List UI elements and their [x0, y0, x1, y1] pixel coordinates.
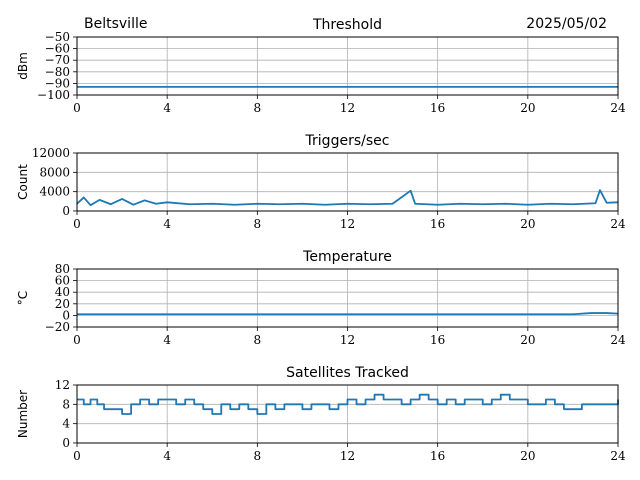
x-tick-label: 20: [520, 101, 535, 115]
x-tick-label: 0: [73, 101, 81, 115]
station-name: Beltsville: [84, 16, 147, 32]
x-tick-label: 24: [610, 333, 626, 347]
x-tick-label: 16: [430, 217, 445, 231]
x-tick-label: 20: [520, 217, 535, 231]
y-tick-label: −80: [45, 65, 70, 79]
x-tick-label: 12: [340, 333, 355, 347]
panel-title: Temperature: [302, 249, 392, 265]
x-tick-label: 16: [430, 101, 445, 115]
y-tick-label: −70: [45, 53, 70, 67]
series-line-4: [77, 393, 619, 415]
x-tick-label: 4: [163, 333, 171, 347]
x-tick-label: 16: [430, 449, 445, 463]
y-tick-label: 12: [55, 378, 70, 392]
y-tick-label: 0: [62, 204, 70, 218]
series-line-3: [77, 312, 619, 316]
panel-title: Satellites Tracked: [286, 365, 409, 381]
x-tick-label: 8: [254, 333, 262, 347]
x-tick-label: 20: [520, 449, 535, 463]
series-line-2: [76, 189, 619, 207]
y-tick-label: 80: [55, 262, 70, 276]
y-axis-label: °C: [16, 291, 30, 305]
x-tick-label: 20: [520, 333, 535, 347]
panel-4: 0 4 8 12 16 20 24 0 4 8 12 Satellites Tracked Number: [16, 365, 626, 463]
x-tick-label: 24: [610, 449, 626, 463]
x-tick-label: 4: [163, 101, 171, 115]
x-tick-label: 4: [163, 449, 171, 463]
y-axis-label: Number: [16, 390, 30, 438]
y-tick-label: 0: [62, 436, 70, 450]
y-tick-label: 8000: [39, 165, 70, 179]
x-tick-label: 8: [254, 449, 262, 463]
y-tick-label: 60: [55, 274, 70, 288]
y-tick-label: 8: [62, 397, 70, 411]
x-tick-label: 16: [430, 333, 445, 347]
panel-2: 0 4 8 12 16 20 24 0 4000 8000 12000 Triggers/sec Cou…: [16, 133, 626, 231]
x-tick-label: 12: [340, 101, 355, 115]
y-tick-label: 4: [62, 417, 70, 431]
x-tick-label: 8: [254, 217, 262, 231]
panel-title: Triggers/sec: [305, 133, 390, 149]
y-tick-label: 12000: [32, 146, 70, 160]
chart-panels: 0 4 8 12 16 20 24 −100−90−80−70−60−50 Threshold d…: [16, 17, 626, 463]
y-tick-label: 4000: [39, 185, 70, 199]
date-label: 2025/05/02: [526, 16, 607, 32]
x-tick-label: 12: [340, 449, 355, 463]
y-tick-label: −100: [37, 88, 70, 102]
y-tick-label: −60: [45, 42, 70, 56]
y-tick-label: −50: [45, 30, 70, 44]
x-tick-label: 24: [610, 217, 626, 231]
y-tick-label: −20: [45, 320, 70, 334]
x-tick-label: 24: [610, 101, 626, 115]
x-tick-label: 0: [73, 449, 81, 463]
y-tick-label: 40: [55, 285, 70, 299]
y-tick-label: 20: [55, 297, 70, 311]
x-tick-label: 8: [254, 101, 262, 115]
x-tick-label: 12: [340, 217, 355, 231]
y-tick-label: 0: [62, 308, 70, 322]
panel-title: Threshold: [312, 17, 382, 33]
x-tick-label: 0: [73, 217, 81, 231]
panel-1: 0 4 8 12 16 20 24 −100−90−80−70−60−50 Threshold d…: [16, 17, 626, 115]
x-tick-label: 0: [73, 333, 81, 347]
y-axis-label: Count: [16, 164, 30, 200]
y-axis-label: dBm: [16, 52, 30, 80]
x-tick-label: 4: [163, 217, 171, 231]
y-tick-label: −90: [45, 76, 70, 90]
